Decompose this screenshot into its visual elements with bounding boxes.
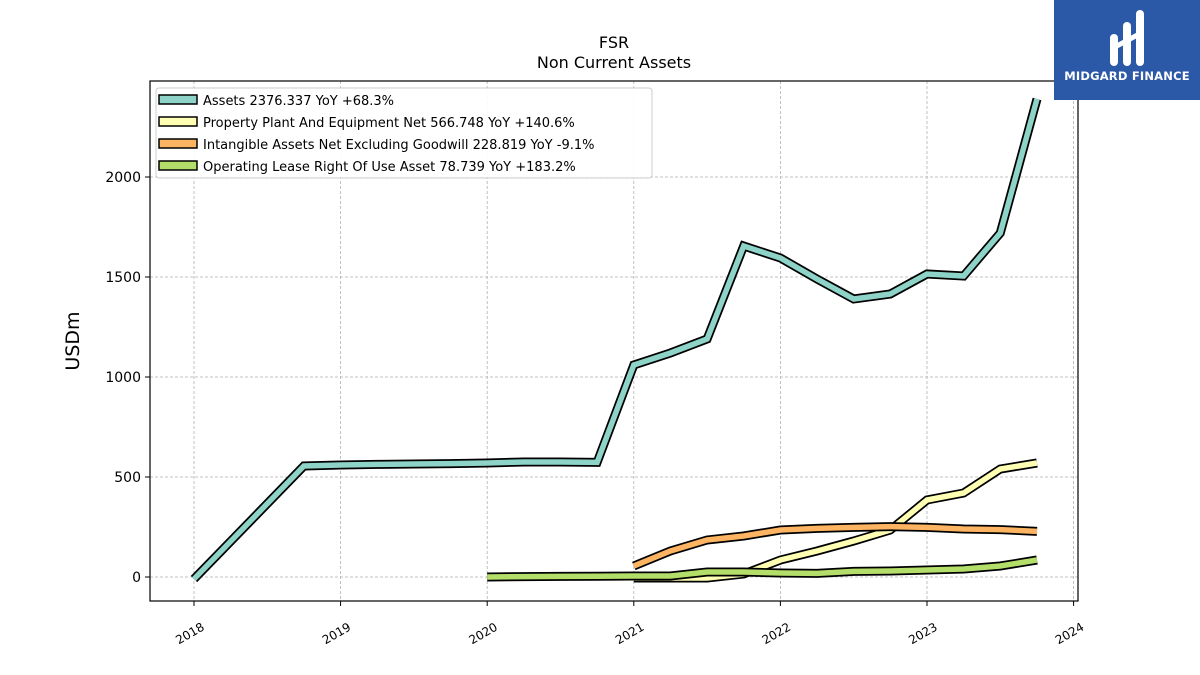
logo-mark-icon bbox=[1110, 10, 1144, 66]
x-tick-label: 2020 bbox=[466, 620, 499, 647]
brand-logo: MIDGARD FINANCE bbox=[1054, 0, 1200, 100]
x-tick-label: 2024 bbox=[1053, 620, 1086, 647]
chart-subtitle: Non Current Assets bbox=[537, 53, 691, 72]
x-tick-label: 2018 bbox=[173, 620, 206, 647]
y-tick-label: 2000 bbox=[105, 170, 141, 186]
legend-swatch bbox=[158, 138, 198, 149]
series-line bbox=[632, 523, 1038, 569]
chart-title: FSR bbox=[599, 33, 629, 52]
series-line bbox=[633, 460, 1038, 581]
x-tick-label: 2021 bbox=[613, 620, 646, 647]
y-tick-label: 0 bbox=[132, 570, 141, 586]
x-tick-label: 2019 bbox=[320, 620, 353, 647]
series-line bbox=[192, 98, 1040, 581]
x-tick-label: 2022 bbox=[760, 620, 793, 647]
y-tick-label: 500 bbox=[114, 470, 141, 486]
legend-label: Operating Lease Right Of Use Asset 78.73… bbox=[203, 160, 576, 175]
legend-label: Intangible Assets Net Excluding Goodwill… bbox=[203, 138, 594, 153]
y-tick-label: 1000 bbox=[105, 370, 141, 386]
legend-label: Assets 2376.337 YoY +68.3% bbox=[203, 94, 394, 109]
logo-text: MIDGARD FINANCE bbox=[1064, 69, 1190, 83]
x-tick-label: 2023 bbox=[906, 620, 939, 647]
legend-box bbox=[155, 87, 653, 179]
legend-swatch bbox=[158, 94, 198, 105]
legend-label: Property Plant And Equipment Net 566.748… bbox=[203, 116, 575, 131]
plot-frame bbox=[149, 80, 1079, 602]
y-axis-label: USDm bbox=[62, 311, 84, 370]
legend-swatch bbox=[158, 160, 198, 171]
series-line bbox=[487, 557, 1038, 580]
series-outline bbox=[633, 458, 1038, 583]
legend: Assets 2376.337 YoY +68.3% Property Plant… bbox=[155, 87, 653, 179]
legend-swatch bbox=[158, 116, 198, 127]
y-tick-label: 1500 bbox=[105, 270, 141, 286]
series-layer bbox=[190, 97, 1042, 583]
